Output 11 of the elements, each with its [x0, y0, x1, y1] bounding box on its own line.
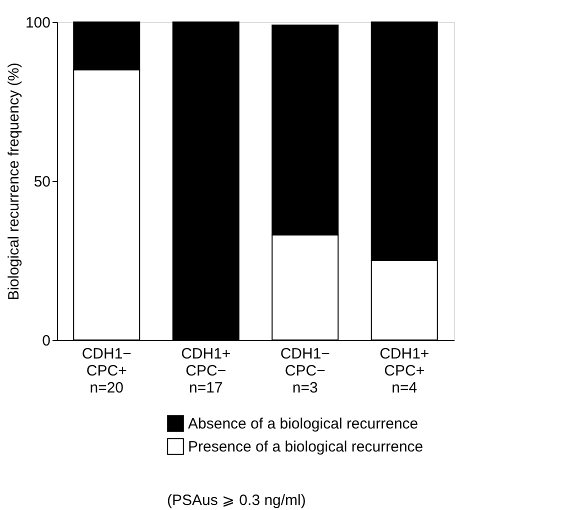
x-tick-label: CDH1+ CPC+ n=4 — [380, 346, 430, 396]
y-tick-label: 0 — [42, 332, 50, 350]
y-axis-title: Biological recurrence frequency (%) — [5, 62, 22, 300]
legend-label: Presence of a biological recurrence — [188, 438, 424, 456]
text: (PSAus ⩾ 0.3 ng/ml) — [167, 492, 306, 509]
x-tick-label: CDH1− CPC− n=3 — [280, 346, 330, 396]
y-tick-label: 50 — [34, 174, 50, 190]
y-tick-label: 100 — [25, 14, 50, 32]
x-tick-label: CDH1+ CPC− n=17 — [181, 346, 231, 396]
legend-label: Absence of a biological recurrence — [188, 416, 418, 432]
x-tick-label: CDH1− CPC+ n=20 — [82, 346, 132, 396]
